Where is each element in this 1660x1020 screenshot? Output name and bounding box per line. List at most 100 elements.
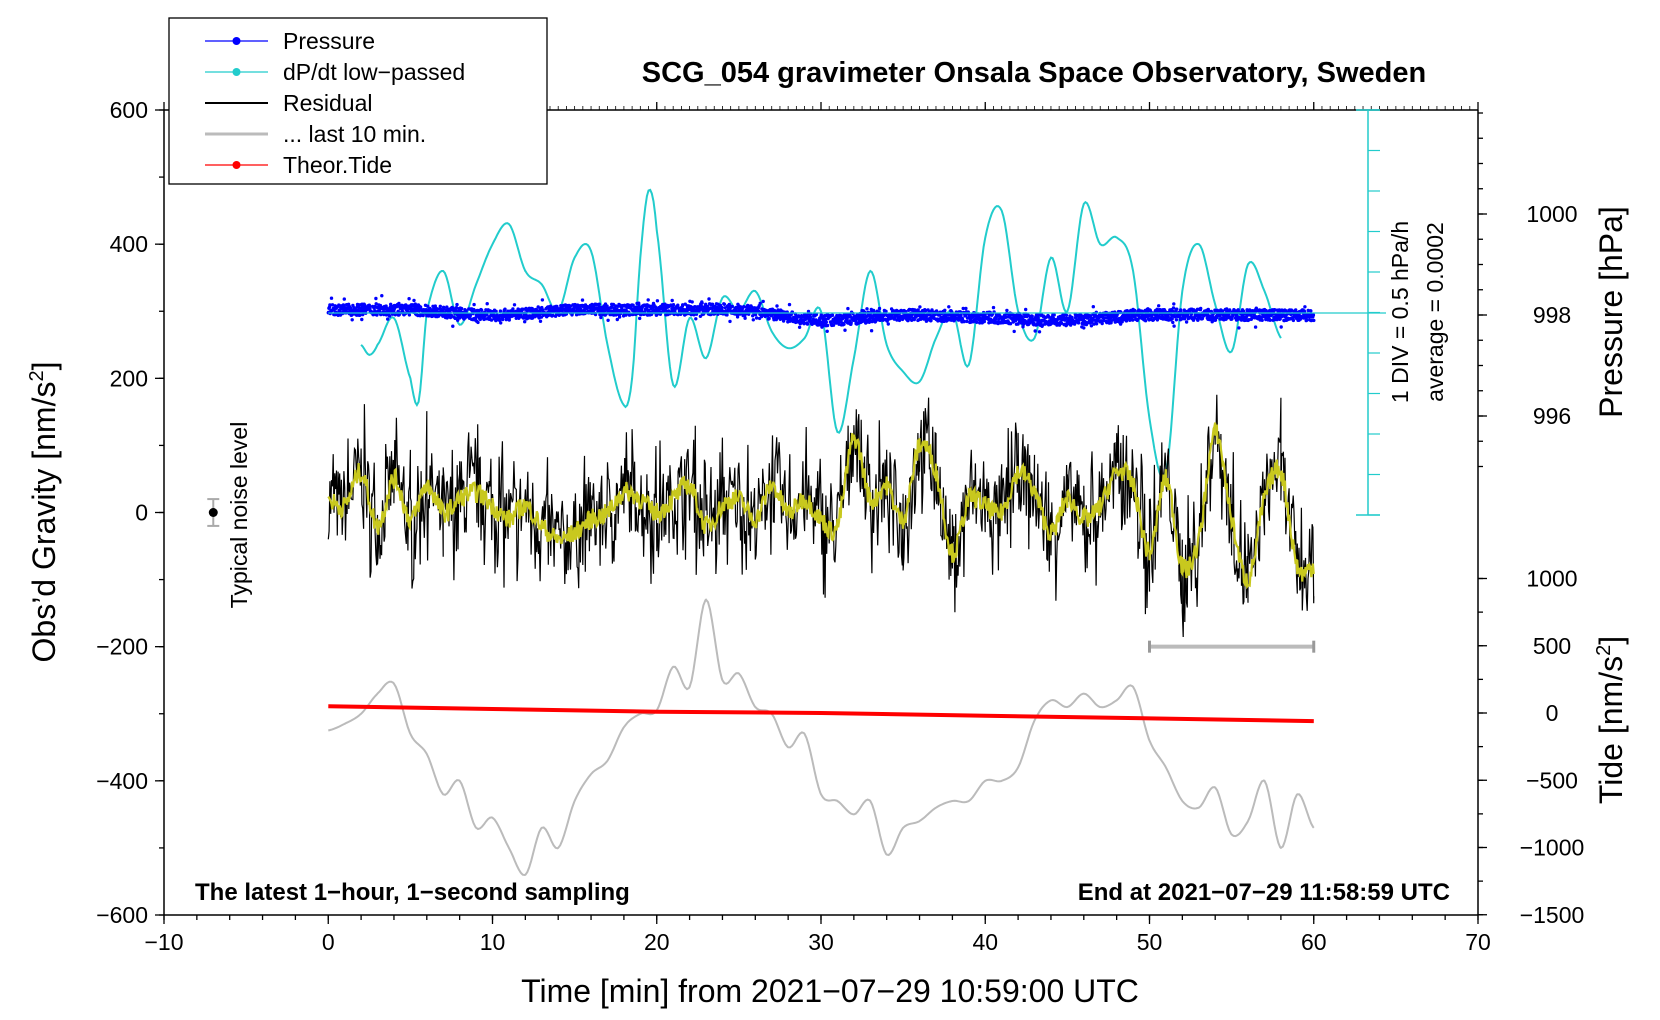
pressure-point <box>1228 308 1232 312</box>
pressure-point <box>597 302 601 306</box>
pressure-point <box>1179 308 1183 312</box>
pressure-point <box>1225 307 1229 311</box>
pressure-point <box>1102 316 1107 320</box>
last-10-min-series <box>328 598 1315 877</box>
pressure-point <box>328 303 332 307</box>
pressure-point <box>833 316 837 320</box>
pressure-point <box>1082 326 1086 330</box>
chart-title: SCG_054 gravimeter Onsala Space Observat… <box>642 57 1426 89</box>
pressure-point <box>965 319 969 324</box>
pressure-point <box>710 302 715 306</box>
pressure-point <box>374 302 378 306</box>
noise-marker <box>208 508 218 517</box>
pressure-point <box>1184 320 1189 324</box>
pressure-point <box>884 309 888 313</box>
pressure-point <box>1033 329 1037 333</box>
pressure-point <box>506 309 510 313</box>
pressure-point <box>480 308 484 312</box>
annotation-noise-level: Typical noise level <box>226 422 252 609</box>
pressure-point <box>551 313 555 318</box>
pressure-point <box>849 321 853 325</box>
pressure-point <box>689 313 693 317</box>
pressure-point <box>1088 314 1093 318</box>
pressure-tick-label: 996 <box>1533 403 1571 429</box>
pressure-point <box>1294 308 1298 312</box>
pressure-point <box>599 315 603 320</box>
pressure-point <box>536 305 540 309</box>
pressure-point <box>806 309 811 314</box>
pressure-point <box>787 302 792 307</box>
pressure-point <box>598 312 602 317</box>
pressure-point <box>580 298 585 302</box>
pressure-point <box>1052 313 1056 317</box>
pressure-point <box>523 320 527 324</box>
pressure-point <box>681 303 685 307</box>
pressure-point <box>1311 313 1316 317</box>
pressure-point <box>431 312 436 317</box>
pressure-point <box>842 322 846 326</box>
pressure-point <box>411 303 415 307</box>
legend-marker <box>232 161 241 169</box>
pressure-point <box>1021 325 1025 329</box>
x-tick-label: 70 <box>1465 929 1491 955</box>
pressure-point <box>1213 318 1218 322</box>
pressure-point <box>964 306 968 311</box>
legend-label: Theor.Tide <box>283 152 392 178</box>
pressure-point <box>694 317 698 321</box>
pressure-point <box>379 312 383 317</box>
pressure-point <box>1094 322 1099 326</box>
pressure-point <box>692 313 696 317</box>
pressure-point <box>468 312 473 317</box>
pressure-point <box>476 320 480 325</box>
pressure-point <box>358 313 362 317</box>
pressure-point <box>1100 321 1104 326</box>
pressure-point <box>418 305 423 309</box>
pressure-point <box>1253 325 1258 329</box>
legend-label: Pressure <box>283 28 375 54</box>
y-tick-label: 200 <box>110 365 148 391</box>
pressure-point <box>386 317 390 321</box>
pressure-tick-label: 1000 <box>1526 201 1577 227</box>
pressure-tick-label: 998 <box>1533 302 1571 328</box>
annotation-dpdt-scale: 1 DIV = 0.5 hPa/h <box>1387 221 1413 403</box>
pressure-point <box>819 313 823 317</box>
pressure-point <box>1064 313 1069 317</box>
pressure-point <box>912 317 916 322</box>
x-tick-label: 60 <box>1301 929 1327 955</box>
pressure-point <box>472 302 476 307</box>
pressure-point <box>982 319 986 324</box>
pressure-point <box>617 315 622 319</box>
pressure-point <box>1171 320 1175 325</box>
x-tick-label: −10 <box>144 929 183 955</box>
tide-tick-label: −1000 <box>1520 835 1585 861</box>
pressure-point <box>758 301 762 305</box>
pressure-point <box>330 303 335 307</box>
pressure-point <box>397 301 401 306</box>
pressure-point <box>464 309 468 313</box>
pressure-point <box>789 317 793 321</box>
pressure-point <box>963 314 968 318</box>
pressure-point <box>700 301 704 305</box>
pressure-point <box>767 316 771 321</box>
pressure-axis-title: Pressure [hPa] <box>1593 206 1629 418</box>
tide-tick-label: 0 <box>1546 700 1559 726</box>
pressure-point <box>455 302 459 307</box>
pressure-point <box>459 306 464 311</box>
pressure-point <box>886 322 890 326</box>
pressure-point <box>1305 318 1309 322</box>
pressure-point <box>655 299 660 303</box>
pressure-point <box>1005 308 1009 313</box>
pressure-point <box>407 297 411 301</box>
pressure-point <box>645 306 649 310</box>
pressure-point <box>947 305 951 309</box>
pressure-point <box>975 320 979 324</box>
pressure-point <box>540 298 545 302</box>
pressure-point <box>524 306 528 311</box>
annotation-dpdt-average: average = 0.0002 <box>1422 222 1448 402</box>
pressure-point <box>1084 322 1089 327</box>
pressure-point <box>456 318 460 322</box>
pressure-point <box>478 317 482 322</box>
pressure-point <box>426 304 430 308</box>
text-layer: SCG_054 gravimeter Onsala Space Observat… <box>26 57 1629 1009</box>
